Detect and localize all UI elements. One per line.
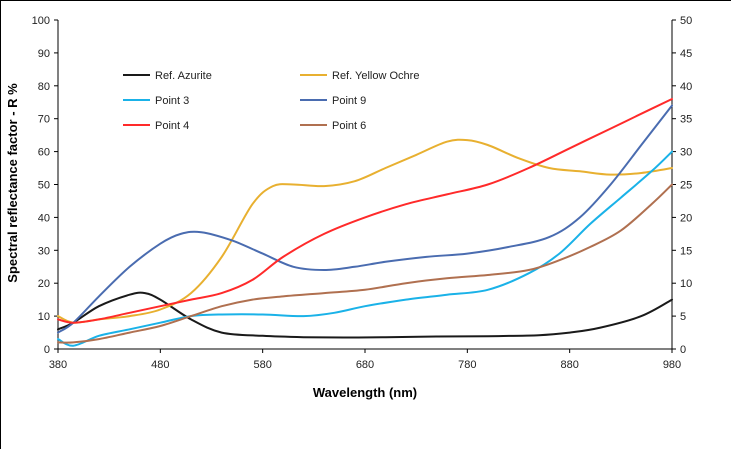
y2-tick-label: 20 xyxy=(680,212,692,224)
y2-tick-label: 5 xyxy=(680,311,686,323)
y2-tick-label: 10 xyxy=(680,278,692,290)
legend-item-point-6: Point 6 xyxy=(300,120,366,132)
legend-item-point-4: Point 4 xyxy=(123,120,189,132)
x-tick-label: 480 xyxy=(151,359,169,371)
legend-label: Point 9 xyxy=(332,95,366,107)
y-tick-label: 0 xyxy=(44,344,50,356)
legend-label: Point 3 xyxy=(155,95,189,107)
y-tick-labels: 0 10 20 30 40 50 60 70 80 90 100 xyxy=(32,15,58,356)
x-tick-label: 880 xyxy=(560,359,578,371)
legend-label: Point 6 xyxy=(332,120,366,132)
y-axis-title: Spectral reflectance factor - R % xyxy=(5,83,20,283)
legend: Ref. Azurite Ref. Yellow Ochre Point 3 Poin… xyxy=(123,70,419,132)
y-tick-label: 50 xyxy=(38,180,50,192)
series-lines xyxy=(57,98,673,347)
y-tick-label: 20 xyxy=(38,278,50,290)
y2-tick-label: 35 xyxy=(680,114,692,126)
y-tick-label: 10 xyxy=(38,311,50,323)
legend-item-ref-yellow-ochre: Ref. Yellow Ochre xyxy=(300,70,419,82)
series-line-ref-yellow-ochre xyxy=(57,138,673,324)
y-tick-label: 90 xyxy=(38,48,50,60)
y2-tick-labels: 0 5 10 15 20 25 30 35 40 45 50 xyxy=(672,15,692,356)
x-tick-label: 580 xyxy=(253,359,271,371)
x-tick-label: 780 xyxy=(458,359,476,371)
y-tick-label: 80 xyxy=(38,81,50,93)
series-line-ref-azurite xyxy=(57,291,673,339)
legend-item-point-9: Point 9 xyxy=(300,95,366,107)
series-line-point-3 xyxy=(57,150,673,347)
y-tick-label: 70 xyxy=(38,114,50,126)
legend-label: Ref. Azurite xyxy=(155,70,212,82)
y2-tick-label: 30 xyxy=(680,147,692,159)
y2-tick-label: 0 xyxy=(680,344,686,356)
x-tick-label: 680 xyxy=(356,359,374,371)
x-tick-label: 980 xyxy=(663,359,681,371)
y-tick-label: 60 xyxy=(38,147,50,159)
series-line-point-4 xyxy=(57,98,673,324)
legend-label: Ref. Yellow Ochre xyxy=(332,70,419,82)
series-line-point-9 xyxy=(57,104,673,334)
x-axis-title: Wavelength (nm) xyxy=(313,385,417,400)
legend-item-point-3: Point 3 xyxy=(123,95,189,107)
y2-tick-label: 50 xyxy=(680,15,692,27)
y-tick-label: 40 xyxy=(38,212,50,224)
y-tick-label: 30 xyxy=(38,245,50,257)
x-tick-labels: 380 480 580 680 780 880 980 xyxy=(49,349,681,371)
x-tick-label: 380 xyxy=(49,359,67,371)
y-tick-label: 100 xyxy=(32,15,50,27)
y2-tick-label: 45 xyxy=(680,48,692,60)
legend-item-ref-azurite: Ref. Azurite xyxy=(123,70,212,82)
legend-label: Point 4 xyxy=(155,120,189,132)
series-line-point-6 xyxy=(57,183,673,344)
y2-tick-label: 25 xyxy=(680,180,692,192)
y2-tick-label: 40 xyxy=(680,81,692,93)
y2-tick-label: 15 xyxy=(680,245,692,257)
